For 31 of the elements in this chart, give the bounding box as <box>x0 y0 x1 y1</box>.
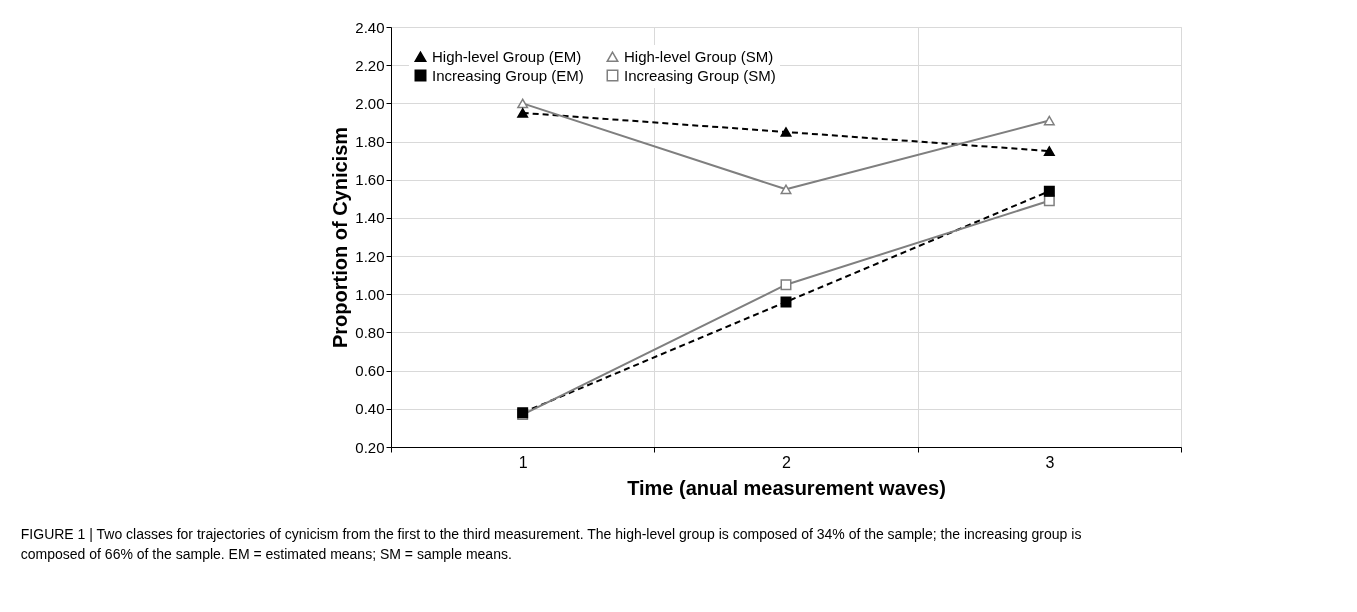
y-tick-label: 2.20 <box>355 56 385 74</box>
point <box>1043 115 1055 126</box>
point <box>780 184 792 195</box>
x-axis-title: Time (anual measurement waves) <box>627 476 946 499</box>
y-tick-label: 0.20 <box>355 438 385 456</box>
point <box>1043 146 1055 156</box>
y-tick-label: 0.80 <box>355 323 385 341</box>
y-tick-label: 1.00 <box>355 285 385 303</box>
point <box>780 127 792 137</box>
x-tick-label: 2 <box>782 453 792 471</box>
y-tick-label: 0.40 <box>355 400 385 418</box>
x-tick-label: 1 <box>518 453 528 471</box>
x-tick-label: 3 <box>1045 453 1055 471</box>
caption: FIGURE 1 | Two classes for trajectories of cynicism from the first to the third measurement. The high-level group is composed of 34% of the sample; the increasing group is composed of 66% of the sample. EM = estimated means; SM = sample means. <box>20 526 1082 562</box>
y-tick-label: 2.00 <box>355 94 385 112</box>
legend-label: High-level Group (SM) <box>624 47 774 65</box>
y-tick-label: 2.40 <box>355 18 385 36</box>
legend-label: Increasing Group (SM) <box>624 66 776 84</box>
y-tick-label: 1.20 <box>355 247 385 265</box>
point <box>1043 185 1055 197</box>
y-tick-label: 1.60 <box>355 171 385 189</box>
y-tick-label: 0.60 <box>355 362 385 380</box>
point <box>517 108 529 118</box>
legend-label: High-level Group (EM) <box>432 47 582 65</box>
y-axis-title: Proportion of Cynicism <box>329 126 352 349</box>
y-tick-label: 1.80 <box>355 133 385 151</box>
legend-label: Increasing Group (EM) <box>432 66 584 84</box>
y-tick-label: 1.40 <box>355 209 385 227</box>
point <box>780 279 792 291</box>
point <box>780 296 792 308</box>
point <box>517 98 529 109</box>
